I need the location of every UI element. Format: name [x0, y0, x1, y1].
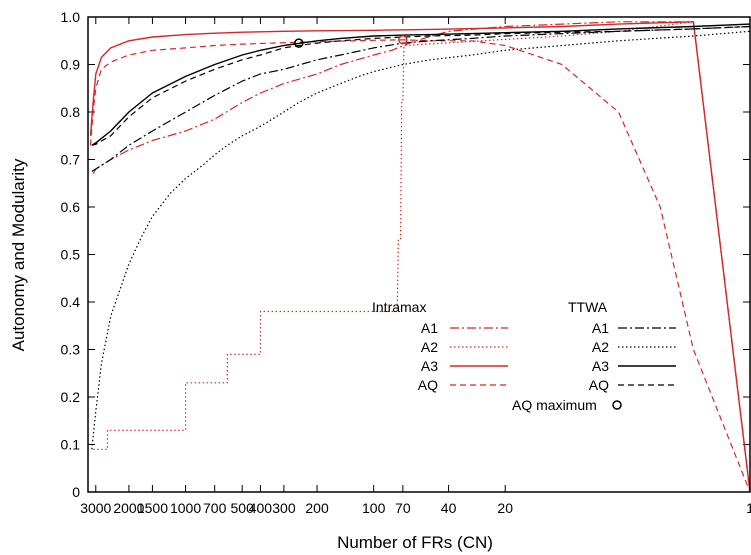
legend-label-ttwa-a2: A2 — [592, 339, 609, 355]
y-tick-label: 1.0 — [61, 9, 81, 25]
legend-label-intramax-aq: AQ — [418, 377, 438, 393]
x-tick-label: 500 — [231, 500, 255, 516]
legend-marker-aq-maximum — [612, 400, 622, 410]
aq-maximum-markers — [294, 35, 408, 48]
y-tick-label: 0.5 — [61, 247, 81, 263]
legend-label-aq-maximum: AQ maximum — [512, 397, 597, 413]
legend-label-intramax-a3: A3 — [421, 358, 438, 374]
legend-label-ttwa-a1: A1 — [592, 320, 609, 336]
x-tick-label: 1000 — [170, 500, 201, 516]
series-ttwa-a1 — [91, 25, 751, 172]
series-intramax-aq — [89, 39, 751, 493]
series-intramax-a1 — [92, 21, 751, 493]
y-tick-label: 0.3 — [61, 342, 81, 358]
x-tick-label: 20 — [497, 500, 513, 516]
y-tick-label: 0.9 — [61, 57, 81, 73]
series-ttwa-aq — [91, 25, 751, 146]
x-tick-label: 200 — [305, 500, 329, 516]
legend-title-ttwa: TTWA — [568, 299, 608, 315]
legend-title-intramax: Intramax — [372, 299, 426, 315]
y-tick-label: 0.8 — [61, 104, 81, 120]
legend-label-ttwa-a3: A3 — [592, 358, 609, 374]
y-axis-title: Autonomy and Modularity — [9, 158, 28, 351]
aq-maximum-point-ttwa — [294, 38, 304, 48]
x-tick-label: 70 — [395, 500, 411, 516]
x-tick-label: 100 — [362, 500, 386, 516]
series-ttwa-a3 — [91, 23, 751, 146]
x-tick-label: 400 — [249, 500, 273, 516]
x-tick-label: 300 — [272, 500, 296, 516]
x-axis-title: Number of FRs (CN) — [337, 533, 493, 552]
y-tick-label: 0.2 — [61, 389, 81, 405]
legend-label-intramax-a1: A1 — [421, 320, 438, 336]
x-tick-label: 3000 — [80, 500, 111, 516]
y-tick-label: 0.7 — [61, 152, 81, 168]
legend: Intramax TTWA A1 A2 A3 AQ A1 A2 A3 AQ AQ… — [372, 299, 676, 413]
aq-maximum-point-intramax — [398, 35, 408, 45]
x-tick-label: 2000 — [113, 500, 144, 516]
x-tick-label: 1 — [746, 500, 751, 516]
x-tick-label: 1500 — [137, 500, 168, 516]
y-tick-label: 0.4 — [61, 294, 81, 310]
legend-label-intramax-a2: A2 — [421, 339, 438, 355]
x-tick-label: 700 — [203, 500, 227, 516]
y-tick-label: 0 — [72, 484, 80, 500]
y-tick-label: 0.1 — [61, 437, 81, 453]
axis-ticks — [88, 16, 751, 493]
x-tick-label: 40 — [441, 500, 457, 516]
y-tick-label: 0.6 — [61, 199, 81, 215]
plot-frame — [87, 16, 751, 493]
series-intramax-a2 — [93, 21, 751, 493]
series-lines — [89, 21, 751, 493]
legend-label-ttwa-aq: AQ — [589, 377, 609, 393]
series-intramax-a3 — [89, 21, 751, 493]
